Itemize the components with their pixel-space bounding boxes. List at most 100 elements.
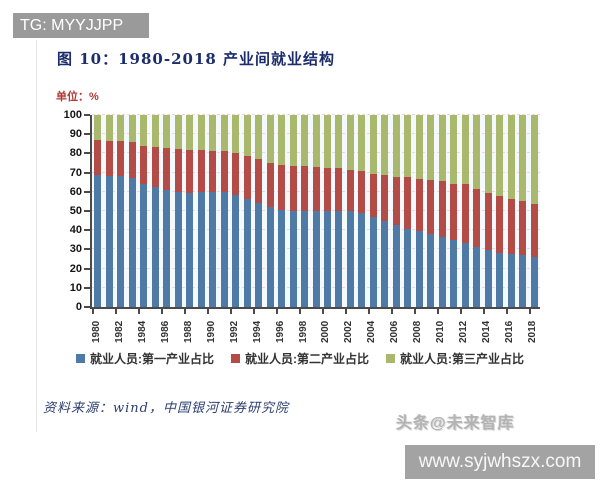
bar-segment — [473, 246, 481, 307]
bar-segment — [140, 145, 148, 185]
bar-segment — [461, 115, 469, 185]
y-axis-label: 30 — [69, 243, 82, 256]
gridline — [92, 114, 540, 115]
figure-title: 图 10：1980-2018 产业间就业结构 — [57, 50, 336, 68]
bar-segment — [346, 169, 354, 211]
y-tick — [84, 114, 90, 116]
bar-segment — [323, 211, 331, 307]
bar-segment — [507, 253, 515, 307]
bar-segment — [438, 181, 446, 237]
bar-segment — [232, 153, 240, 195]
bar-segment — [174, 191, 182, 307]
top-banner: TG: MYYJJPP — [13, 13, 149, 38]
bar-segment — [105, 141, 113, 177]
bar-segment — [519, 201, 527, 256]
bar-segment — [323, 167, 331, 211]
x-tick — [92, 309, 94, 314]
bar-segment — [209, 115, 217, 151]
top-banner-text: TG: MYYJJPP — [20, 17, 124, 34]
y-tick — [84, 171, 90, 174]
bar-segment — [484, 250, 492, 307]
legend-swatch — [76, 354, 85, 363]
x-tick — [183, 309, 186, 314]
legend-item: 就业人员:第三产业占比 — [386, 350, 524, 367]
bar-segment — [427, 233, 435, 307]
x-tick — [160, 309, 163, 314]
bar-segment — [186, 150, 194, 194]
bar-segment — [438, 236, 446, 307]
bar-segment — [140, 115, 148, 146]
x-axis-label: 1992 — [228, 320, 240, 343]
bar-segment — [312, 210, 320, 307]
x-tick — [229, 309, 232, 314]
bar-segment — [232, 194, 240, 307]
x-axis-label: 2014 — [481, 320, 493, 343]
x-tick — [137, 309, 140, 314]
bar-segment — [94, 175, 102, 307]
bar-segment — [484, 115, 492, 193]
x-tick — [390, 309, 393, 314]
x-axis-label: 2008 — [412, 320, 424, 343]
bar-segment — [220, 192, 228, 307]
bar-segment — [312, 115, 320, 167]
y-axis-label: 40 — [69, 224, 82, 237]
bar-segment — [381, 115, 389, 176]
bar-segment — [266, 162, 274, 207]
bar-segment — [323, 115, 331, 168]
bar-segment — [484, 192, 492, 251]
bar-segment — [427, 180, 435, 234]
bar-segment — [358, 171, 366, 213]
x-axis-label: 1996 — [274, 320, 286, 343]
bar-segment — [117, 140, 125, 177]
bar-segment — [140, 184, 148, 307]
bar-segment — [289, 115, 297, 166]
bar-segment — [197, 150, 205, 192]
bar-segment — [461, 242, 469, 307]
bar-segment — [151, 147, 159, 188]
legend-swatch — [231, 354, 240, 363]
bar-segment — [94, 140, 102, 176]
bar-segment — [392, 176, 400, 226]
bar-segment — [197, 191, 205, 307]
x-axis-label: 1984 — [136, 320, 148, 343]
bar-segment — [473, 188, 481, 247]
x-axis-label: 1982 — [113, 320, 125, 343]
x-tick — [275, 309, 278, 314]
bar-segment — [266, 115, 274, 163]
legend-item: 就业人员:第二产业占比 — [231, 350, 369, 367]
y-tick — [84, 248, 90, 251]
bar-segment — [404, 115, 412, 178]
bar-segment — [163, 115, 171, 149]
bar-segment — [392, 225, 400, 307]
bar-segment — [117, 115, 125, 141]
bar-segment — [174, 115, 182, 150]
unit-label: 单位：% — [56, 91, 99, 103]
bar-segment — [312, 166, 320, 211]
bar-segment — [186, 193, 194, 307]
bar-segment — [289, 211, 297, 307]
plot-area — [84, 114, 540, 314]
x-axis-label: 1998 — [297, 320, 309, 343]
bar-segment — [381, 220, 389, 307]
y-tick — [84, 267, 90, 270]
x-axis-label: 1980 — [90, 320, 102, 343]
bar-segment — [369, 173, 377, 217]
bar-segment — [186, 115, 194, 151]
y-axis-label: 50 — [69, 205, 82, 217]
bar-segment — [415, 115, 423, 179]
bar-segment — [255, 202, 263, 307]
bar-segment — [128, 142, 136, 179]
x-tick — [367, 309, 370, 314]
x-axis-label: 2010 — [435, 320, 447, 343]
x-tick — [252, 309, 255, 314]
bar-segment — [105, 176, 113, 307]
legend-label: 就业人员:第一产业占比 — [90, 352, 214, 366]
bar-segment — [128, 178, 136, 307]
bar-segment — [530, 256, 538, 307]
bar-segment — [128, 115, 136, 143]
legend-item: 就业人员:第一产业占比 — [76, 350, 214, 367]
bar-segment — [197, 115, 205, 151]
x-axis-label: 1990 — [205, 320, 217, 343]
legend-label: 就业人员:第三产业占比 — [400, 352, 524, 366]
